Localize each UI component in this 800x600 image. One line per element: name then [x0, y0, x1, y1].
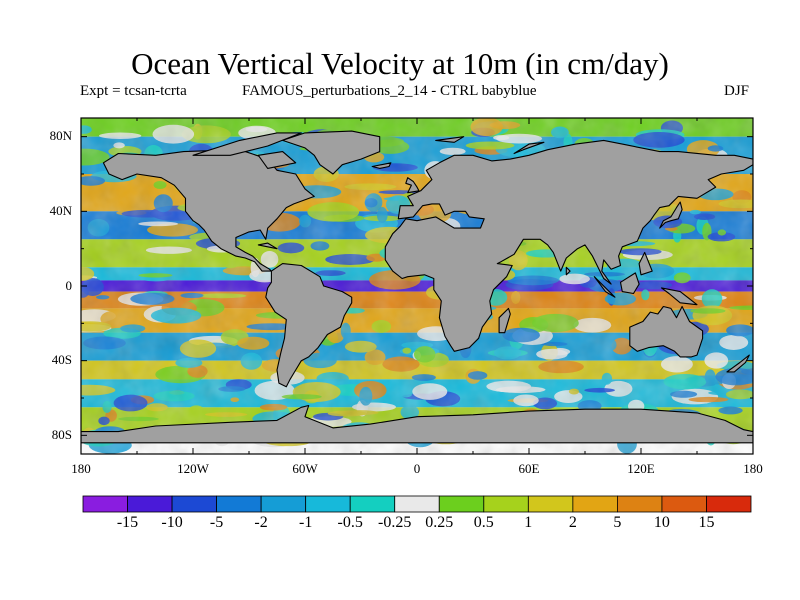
- colorbar-swatch: [483, 495, 529, 513]
- colorbar-label: 0.5: [473, 514, 494, 531]
- arctic-islands-landmass: [192, 132, 302, 156]
- novaya-zemlya-landmass: [513, 141, 545, 155]
- lat-tick-label: 80S: [51, 427, 72, 442]
- colorbar-swatch: [127, 495, 173, 513]
- colorbar-label: -15: [116, 514, 139, 531]
- sri-lanka-landmass: [565, 266, 571, 276]
- madagascar-landmass: [498, 307, 511, 334]
- plot-title: Ocean Vertical Velocity at 10m (in cm/da…: [131, 46, 669, 81]
- colorbar-label: -0.25: [378, 514, 412, 531]
- lat-tick-label: 40S: [51, 352, 72, 367]
- lon-tick-label: 180: [743, 461, 763, 476]
- lon-tick-label: 120W: [177, 461, 209, 476]
- australia-landmass: [629, 305, 704, 358]
- lat-tick-label: 80N: [49, 128, 72, 143]
- experiment-label: Expt = tcsan-tcrta: [80, 83, 187, 99]
- baffin-island-landmass: [257, 151, 297, 169]
- japan-landmass: [659, 201, 683, 229]
- indonesia-borneo-landmass: [619, 272, 640, 295]
- lat-tick-label: 0: [65, 278, 73, 293]
- colorbar-label: -10: [161, 514, 183, 531]
- lon-tick-label: 120E: [627, 461, 655, 476]
- colorbar-swatch: [349, 495, 396, 513]
- colorbar-swatch: [617, 495, 663, 513]
- colorbar-swatch: [661, 495, 707, 513]
- colorbar: [82, 495, 752, 513]
- colorbar-swatch: [706, 495, 752, 513]
- new-guinea-landmass: [660, 287, 698, 306]
- colorbar-swatch: [171, 495, 217, 513]
- season-label: DJF: [724, 83, 750, 99]
- colorbar-swatch: [305, 495, 351, 513]
- antarctica-landmass: [81, 404, 753, 444]
- colorbar-label: -2: [254, 514, 268, 531]
- colorbar-label: 0.25: [425, 514, 454, 531]
- iceland-landmass: [371, 162, 392, 169]
- svalbard-landmass: [435, 136, 465, 143]
- sumatra-landmass: [593, 276, 616, 298]
- eurasia-africa-landmass: [384, 139, 753, 352]
- colorbar-label: -1: [299, 514, 313, 531]
- colorbar-swatch: [527, 495, 574, 513]
- philippines-landmass: [638, 251, 653, 276]
- south-america-landmass: [265, 263, 353, 388]
- lon-tick-label: 60E: [518, 461, 540, 476]
- colorbar-label: 1: [524, 514, 533, 531]
- colorbar-label: 10: [653, 514, 670, 531]
- colorbar-label: 2: [568, 514, 577, 531]
- north-america-landmass: [102, 149, 315, 272]
- lat-tick-label: 40N: [49, 203, 72, 218]
- new-zealand-landmass: [726, 354, 750, 373]
- greenland-landmass: [282, 130, 381, 175]
- colorbar-label: -0.5: [337, 514, 363, 531]
- lon-tick-label: 180: [71, 461, 91, 476]
- cuba-landmass: [257, 242, 278, 250]
- colorbar-swatch: [572, 495, 618, 513]
- lon-tick-label: 0: [413, 461, 421, 476]
- colorbar-label: -5: [209, 514, 224, 531]
- lon-tick-label: 60W: [292, 461, 318, 476]
- axis-ticks: [80, 118, 754, 454]
- colorbar-swatch: [438, 495, 485, 513]
- colorbar-swatch: [82, 495, 128, 513]
- colorbar-label: 15: [698, 514, 715, 531]
- great-britain-landmass: [405, 177, 420, 194]
- colorbar-swatch: [394, 495, 440, 513]
- colorbar-swatch: [260, 495, 307, 513]
- colorbar-label: 5: [613, 514, 622, 531]
- run-label: FAMOUS_perturbations_2_14 - CTRL babyblu…: [242, 83, 537, 99]
- colorbar-swatch: [216, 495, 262, 513]
- land-mask: [81, 130, 753, 444]
